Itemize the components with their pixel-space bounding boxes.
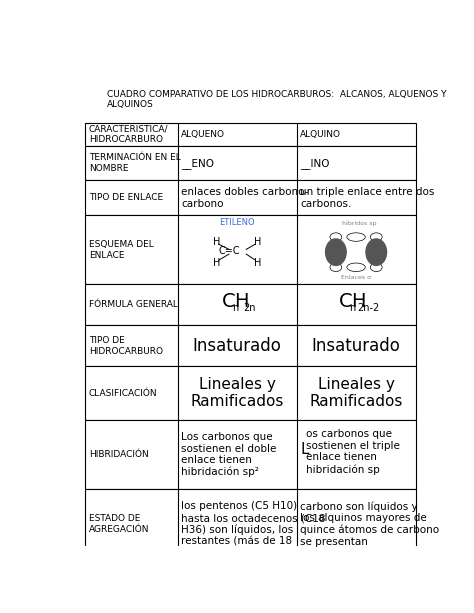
Text: TIPO DE
HIDROCARBURO: TIPO DE HIDROCARBURO — [89, 337, 163, 356]
Text: Lineales y
Ramificados: Lineales y Ramificados — [191, 377, 284, 409]
Text: Enlaces σ: Enlaces σ — [341, 275, 371, 280]
Text: Insaturado: Insaturado — [311, 337, 401, 355]
Bar — [85, 146, 416, 180]
Text: ESQUEMA DEL
ENLACE: ESQUEMA DEL ENLACE — [89, 240, 154, 259]
Text: C: C — [222, 292, 236, 311]
Ellipse shape — [330, 263, 342, 272]
Text: ALQUENO: ALQUENO — [181, 130, 225, 139]
Text: CARACTERISTICA/
HIDROCARBURO: CARACTERISTICA/ HIDROCARBURO — [89, 125, 168, 144]
Text: TIPO DE ENLACE: TIPO DE ENLACE — [89, 193, 163, 202]
Text: los pentenos (C5 H10)
hasta los octadecenos (C18
H36) son líquidos, los
restante: los pentenos (C5 H10) hasta los octadece… — [181, 501, 326, 547]
Text: C=C: C=C — [218, 246, 240, 256]
Text: Insaturado: Insaturado — [192, 337, 282, 355]
Text: H: H — [234, 292, 249, 311]
Circle shape — [366, 239, 387, 265]
Text: L: L — [300, 441, 309, 457]
Text: H: H — [254, 237, 261, 247]
Bar — [85, 420, 416, 489]
Text: H: H — [213, 257, 220, 267]
Ellipse shape — [347, 233, 365, 242]
Bar — [85, 367, 416, 420]
Bar — [85, 489, 416, 559]
Circle shape — [326, 239, 346, 265]
Text: Los carbonos que
sostienen el doble
enlace tienen
hibridación sp²: Los carbonos que sostienen el doble enla… — [181, 432, 277, 478]
Text: carbono son líquidos y
los alquinos mayores de
quince átomos de carbono
se prese: carbono son líquidos y los alquinos mayo… — [300, 501, 439, 547]
Ellipse shape — [330, 233, 342, 242]
Text: un triple enlace entre dos
carbonos.: un triple enlace entre dos carbonos. — [300, 187, 435, 208]
Text: __INO: __INO — [300, 158, 330, 169]
Ellipse shape — [370, 263, 382, 272]
Text: Lineales y
Ramificados: Lineales y Ramificados — [310, 377, 403, 409]
Text: C: C — [339, 292, 353, 311]
Text: n: n — [232, 303, 238, 313]
Bar — [85, 180, 416, 215]
Text: híbridos sp: híbridos sp — [343, 221, 377, 226]
Ellipse shape — [370, 233, 382, 242]
Text: FÓRMULA GENERAL: FÓRMULA GENERAL — [89, 300, 177, 310]
Text: ESTADO DE
AGREGACIÓN: ESTADO DE AGREGACIÓN — [89, 514, 149, 534]
Text: ALQUINO: ALQUINO — [300, 130, 341, 139]
Text: H: H — [213, 237, 220, 247]
Text: H: H — [254, 257, 261, 267]
Text: TERMINACIÓN EN EL
NOMBRE: TERMINACIÓN EN EL NOMBRE — [89, 153, 181, 173]
Text: os carbonos que
sostienen el triple
enlace tienen
hibridación sp: os carbonos que sostienen el triple enla… — [306, 429, 400, 474]
Text: H: H — [351, 292, 366, 311]
Text: CUADRO COMPARATIVO DE LOS HIDROCARBUROS:  ALCANOS, ALQUENOS Y
ALQUINOS: CUADRO COMPARATIVO DE LOS HIDROCARBUROS:… — [107, 90, 447, 110]
Bar — [85, 123, 416, 146]
Text: HIBRIDACIÓN: HIBRIDACIÓN — [89, 450, 148, 459]
Text: ETILENO: ETILENO — [219, 218, 255, 227]
Text: 2n-2: 2n-2 — [357, 303, 379, 313]
Bar — [85, 215, 416, 284]
Text: 2n: 2n — [243, 303, 255, 313]
Text: CLASIFICACIÓN: CLASIFICACIÓN — [89, 389, 157, 398]
Ellipse shape — [347, 263, 365, 272]
Text: enlaces dobles carbono-
carbono: enlaces dobles carbono- carbono — [181, 187, 309, 208]
Bar — [85, 326, 416, 367]
Bar — [85, 284, 416, 326]
Text: __ENO: __ENO — [181, 158, 214, 169]
Text: n: n — [349, 303, 355, 313]
